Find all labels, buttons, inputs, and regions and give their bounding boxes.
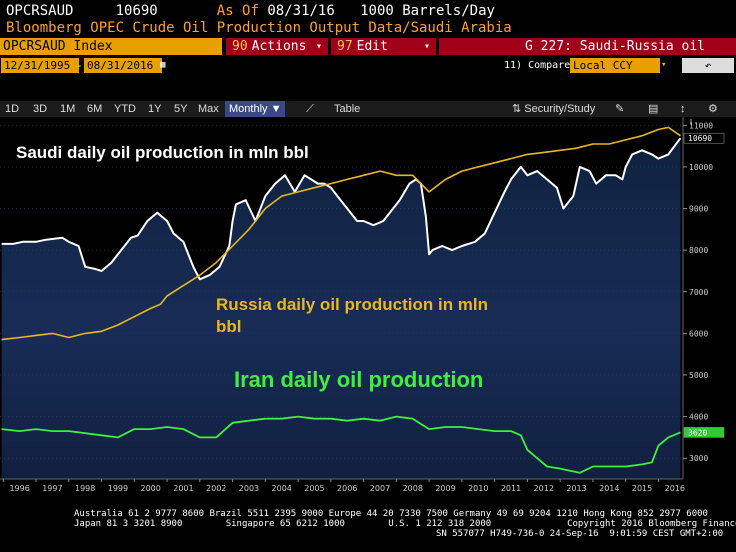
footer-copyright: Japan 81 3 3201 8900 Singapore 65 6212 1… [74,519,736,529]
frequency-select[interactable]: Monthly ▼ [225,101,286,117]
annotations-layer: Saudi daily oil production in mln bbl Ru… [16,143,488,392]
russia-annotation-2: bbl [216,317,242,336]
dropdown-arrow-icon: ▾ [423,41,430,52]
y-tick-label-6000: 6000 [689,329,708,338]
x-tick-label-2010: 2010 [468,484,488,493]
last-value-label-iran: 3620 [688,428,707,437]
graph-title[interactable]: G 227: Saudi-Russia oil prod [439,38,736,71]
last-value-tag-saudi [683,132,725,144]
period-max[interactable]: Max [198,103,219,115]
function-bar: OPCRSAUD Index 90 Actions ▾ 97 Edit ▾ G 227:… [0,38,736,71]
y-tick-label-8000: 8000 [689,246,708,255]
date-separator: - [76,59,83,72]
last-value: 10690 [115,3,158,19]
saudi-area-fill [1,138,681,479]
x-tick-label-2016: 2016 [665,484,685,493]
axes-layer: 3000 4000 5000 6000 7000 8000 9000 10000 11000 19… [0,117,736,495]
period-3d[interactable]: 3D [33,103,48,115]
x-tick-label-2012: 2012 [534,484,554,493]
y-axis-panel [683,117,736,495]
ticker: OPCRSAUD [6,3,74,19]
x-tick-label-1996: 1996 [9,484,29,493]
x-tick-label-1998: 1998 [75,484,95,493]
edit-label: Edit [356,39,388,54]
security-description: Bloomberg OPEC Crude Oil Production Outp… [6,20,512,36]
y-tick-label-10000: 10000 [689,163,713,172]
period-5y[interactable]: 5Y [174,103,188,115]
last-value-tag-iran [683,427,725,438]
gear-icon[interactable]: ⚙ [708,103,718,115]
x-tick-label-2002: 2002 [206,484,226,493]
footer: Australia 61 2 9777 8600 Brazil 5511 239… [0,506,736,552]
chart-area: Saudi daily oil production in mln bbl Ru… [0,117,736,495]
edit-menu-button[interactable]: 97 Edit ▾ [331,38,436,55]
calendar-icon[interactable]: ▦ [160,60,166,70]
back-arrow-icon[interactable]: ↶ [682,58,734,73]
frequency-label: Monthly [229,103,268,115]
x-tick-label-2008: 2008 [403,484,423,493]
actions-number: 90 [232,39,248,54]
edit-pencil-icon[interactable]: ✎ [615,103,625,115]
period-6m[interactable]: 6M [87,103,103,115]
as-of-label: As Of [216,3,259,19]
index-label[interactable]: OPCRSAUD Index [0,38,222,55]
series-line-russia [1,126,681,341]
security-study-label: Security/Study [524,103,596,115]
y-tick-label-3000: 3000 [689,454,708,463]
actions-menu-button[interactable]: 90 Actions ▾ [226,38,328,55]
iran-annotation: Iran daily oil production [234,367,483,392]
last-value-label-saudi: 10690 [688,134,712,143]
date-range-bar: 12/31/1995 - 08/31/2016 ▦ 11) Compare Lo… [0,57,736,74]
actions-label: Actions [251,39,307,54]
x-tick-label-2006: 2006 [337,484,357,493]
table-grid-icon[interactable]: ▤ [648,103,659,115]
x-tick-label-2013: 2013 [566,484,586,493]
y-tick-label-11000: 11000 [689,121,713,130]
y-tick-label-5000: 5000 [689,371,708,380]
x-tick-label-1999: 1999 [108,484,128,493]
compare-currency-select[interactable]: Local CCY [570,58,660,73]
x-tick-label-2009: 2009 [435,484,455,493]
security-study-button[interactable]: ⇅ Security/Study [512,103,596,115]
edit-number: 97 [337,39,353,54]
y-tick-label-9000: 9000 [689,205,708,214]
footer-contacts: Australia 61 2 9777 8600 Brazil 5511 239… [74,509,708,519]
period-1y[interactable]: 1Y [148,103,162,115]
dropdown-arrow-icon[interactable]: ▾ [661,60,667,70]
y-tick-label-7000: 7000 [689,288,708,297]
x-tick-label-2015: 2015 [632,484,652,493]
dropdown-arrow-icon: ▾ [315,41,322,52]
period-1m[interactable]: 1M [60,103,76,115]
end-date-field[interactable]: 08/31/2016 [84,58,162,73]
russia-annotation: Russia daily oil production in mln [216,295,488,314]
x-tick-label-2004: 2004 [272,484,292,493]
x-tick-label-2000: 2000 [141,484,161,493]
series-line-saudi [1,137,682,281]
period-1d[interactable]: 1D [5,103,20,115]
as-of-date: 08/31/16 [267,3,335,19]
table-tab[interactable]: Table [334,103,361,115]
footer-session: SN 557077 H749-736-0 24-Sep-16 9:01:59 C… [436,529,724,539]
period-tabs: 1D 3D 1M 6M YTD 1Y 5Y Max Monthly ▼ ⟋ Ta… [0,101,736,117]
x-tick-label-2005: 2005 [304,484,324,493]
x-tick-label-2014: 2014 [599,484,619,493]
y-tick-label-4000: 4000 [689,413,708,422]
x-tick-label-2011: 2011 [501,484,521,493]
period-ytd[interactable]: YTD [114,103,136,115]
compare-label: 11) Compare [504,60,571,71]
x-tick-label-2003: 2003 [239,484,259,493]
plot-layer [0,117,683,479]
series-line-iran [1,415,681,474]
line-chart-icon[interactable]: ⟋ [306,103,314,115]
line-chart: Saudi daily oil production in mln bbl Ru… [0,117,736,495]
saudi-annotation: Saudi daily oil production in mln bbl [16,143,309,162]
units: 1000 Barrels/Day [360,3,495,19]
header-line: OPCRSAUD 10690 As Of 08/31/16 1000 Barre… [6,3,495,19]
x-tick-label-1997: 1997 [42,484,62,493]
start-date-field[interactable]: 12/31/1995 [1,58,79,73]
arrows-icon[interactable]: ↕ [680,103,686,115]
x-tick-label-2001: 2001 [173,484,193,493]
x-tick-label-2007: 2007 [370,484,390,493]
